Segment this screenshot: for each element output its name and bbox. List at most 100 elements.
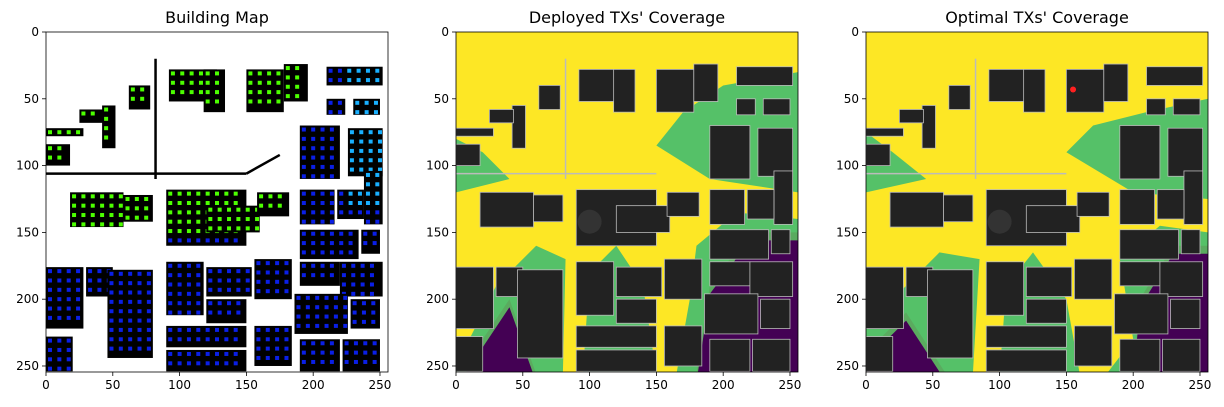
- sample-point: [144, 215, 149, 220]
- sample-point: [320, 359, 325, 364]
- y-tick-label: 150: [16, 225, 39, 239]
- sample-point: [134, 206, 139, 211]
- building-block: [749, 261, 794, 297]
- sample-point: [146, 290, 151, 295]
- sample-point: [315, 295, 320, 300]
- sample-point: [109, 222, 114, 227]
- sample-point: [311, 273, 316, 278]
- sample-point: [186, 327, 191, 332]
- sample-point: [196, 273, 201, 278]
- sample-point: [245, 217, 250, 222]
- sample-point: [168, 273, 173, 278]
- sample-point: [245, 226, 250, 231]
- sample-point: [177, 361, 182, 366]
- sample-point: [208, 217, 213, 222]
- sample-point: [208, 287, 213, 292]
- sample-point: [301, 350, 306, 355]
- sample-point: [118, 213, 123, 218]
- sample-point: [168, 191, 173, 196]
- sample-point: [205, 71, 210, 76]
- sample-point: [320, 350, 325, 355]
- sample-point: [348, 201, 353, 205]
- sample-point: [320, 164, 325, 169]
- sample-point: [217, 310, 222, 315]
- sample-point: [186, 263, 191, 268]
- sample-point: [375, 78, 380, 83]
- y-tick-label: 200: [426, 292, 449, 306]
- y-tick-label: 150: [426, 225, 449, 239]
- building-block: [615, 298, 657, 324]
- sample-point: [196, 191, 201, 196]
- axes-frame: [865, 31, 1209, 373]
- sample-point: [224, 201, 229, 205]
- sample-point: [301, 273, 306, 278]
- sample-point: [224, 337, 229, 342]
- building-block: [479, 191, 534, 228]
- sample-point: [372, 241, 377, 246]
- building-block: [985, 325, 1067, 348]
- sample-point: [328, 100, 333, 105]
- sample-point: [233, 191, 238, 196]
- sample-point: [196, 291, 201, 296]
- sample-point: [76, 297, 81, 302]
- sample-point: [177, 301, 182, 306]
- sample-point: [208, 226, 213, 231]
- x-tick-label: 200: [712, 378, 735, 392]
- sample-point: [215, 201, 219, 205]
- sample-point: [301, 136, 306, 141]
- sample-point: [81, 194, 86, 199]
- sample-point: [372, 341, 377, 346]
- sample-point: [259, 194, 264, 199]
- sample-point: [186, 229, 191, 234]
- sample-point: [339, 191, 344, 196]
- building-block: [664, 325, 703, 367]
- sample-point: [373, 110, 378, 115]
- sample-point: [329, 146, 334, 151]
- sample-point: [170, 80, 175, 85]
- sample-point: [329, 191, 334, 196]
- sample-point: [320, 241, 325, 246]
- sample-point: [76, 269, 81, 274]
- sample-point: [215, 361, 219, 366]
- building-block: [709, 338, 751, 372]
- sample-point: [348, 210, 353, 215]
- sample-point: [118, 194, 123, 199]
- y-tick-label: 100: [836, 159, 859, 173]
- sample-point: [363, 350, 368, 355]
- sample-point: [339, 231, 344, 236]
- sample-point: [118, 337, 123, 342]
- sample-point: [76, 130, 81, 135]
- sample-point: [348, 231, 353, 236]
- sample-point: [341, 263, 346, 268]
- sample-point: [365, 201, 370, 205]
- sample-point: [268, 194, 273, 199]
- sample-point: [233, 361, 238, 366]
- sample-point: [320, 174, 325, 179]
- sample-point: [205, 337, 210, 342]
- building-block: [709, 261, 751, 287]
- sample-point: [265, 327, 270, 332]
- sample-point: [329, 350, 334, 355]
- building-block: [1146, 98, 1166, 116]
- building-block: [921, 105, 936, 149]
- sample-point: [146, 346, 151, 351]
- sample-point: [337, 110, 342, 115]
- sample-point: [128, 318, 133, 323]
- sample-point: [215, 337, 219, 342]
- sample-point: [88, 278, 93, 283]
- building-block: [1119, 189, 1155, 225]
- building-block: [254, 325, 292, 366]
- sample-point: [57, 315, 62, 320]
- sample-point: [284, 279, 289, 284]
- sample-point: [265, 337, 270, 342]
- sample-point: [208, 269, 213, 274]
- sample-point: [72, 194, 77, 199]
- sample-point: [109, 203, 114, 208]
- y-tick-label: 200: [16, 292, 39, 306]
- panel-title: Building Map: [165, 8, 269, 27]
- building-block: [353, 98, 380, 115]
- sample-point: [276, 71, 281, 76]
- sample-point: [137, 346, 142, 351]
- building-block: [46, 128, 84, 137]
- sample-point: [198, 90, 203, 95]
